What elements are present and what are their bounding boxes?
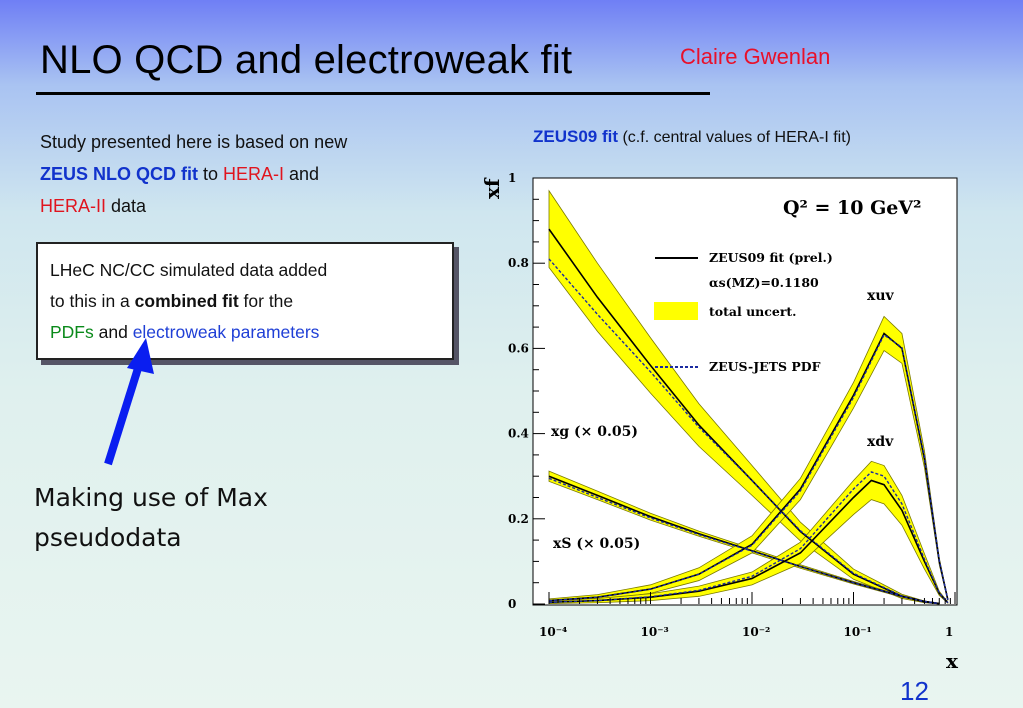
band-xuv [548,315,949,603]
band-xdv [548,460,949,605]
author-name: Claire Gwenlan [680,44,831,69]
box-line-3: PDFs and electroweak parameters [50,317,452,348]
label-xdv: xdv [867,434,894,450]
label-xuv: xuv [867,288,895,304]
intro-line-3: HERA-II data [40,190,347,222]
x-tick-label: 1 [945,625,953,639]
slide-title: NLO QCD and electroweak fit [40,38,573,82]
x-axis-label: x [946,649,959,673]
legend-uncert: total uncert. [709,304,797,319]
x-tick-label: 10⁻¹ [844,625,872,639]
intro-data: data [106,196,147,216]
box-line-2: to this in a combined fit for the [50,286,452,317]
chart-title: Q² = 10 GeV² [783,197,921,219]
legend-uncert-swatch [654,302,698,320]
box-text: to this in a [50,291,135,311]
x-tick-label: 10⁻² [742,625,770,639]
y-tick-label: 0.8 [508,256,529,270]
x-tick-label: 10⁻⁴ [539,625,567,639]
y-tick-label: 0.4 [508,427,529,441]
jets-curve-xg [548,258,940,605]
label-xg: xg (× 0.05) [551,424,638,440]
box-text: and [93,322,133,342]
caption-rest: (c.f. central values of HERA-I fit) [618,129,851,146]
zeus09-fit-label: ZEUS09 fit [533,127,619,146]
y-tick-label: 0.2 [508,512,529,526]
title-underline [36,92,710,95]
making-use-text: Making use of Max pseudodata [34,478,268,558]
pdfs-label: PDFs [50,322,94,342]
legend-alphas: αs(MZ)=0.1180 [709,275,819,290]
legend-fit: ZEUS09 fit (prel.) [709,250,833,265]
making-line-1: Making use of Max [34,483,268,512]
label-xs: xS (× 0.05) [553,536,640,552]
combined-fit-label: combined fit [134,291,239,311]
y-tick-label: 0.6 [508,341,529,355]
making-line-2: pseudodata [34,523,182,552]
intro-and: and [284,164,320,184]
x-tick-label: 10⁻³ [641,625,669,639]
intro-line-2: ZEUS NLO QCD fit to HERA-I and [40,158,347,190]
intro-text: Study presented here is based on new ZEU… [40,126,347,222]
legend-jets: ZEUS-JETS PDF [709,359,821,374]
y-axis-label: xf [480,177,504,199]
y-tick-label: 1 [508,171,516,185]
hera2-label: HERA-II [40,196,107,216]
box-text: for the [238,291,294,311]
electroweak-label: electroweak parameters [132,322,320,342]
y-tick-label: 0 [508,597,516,611]
zeus-fit-label: ZEUS NLO QCD fit [40,164,198,184]
figure-caption: ZEUS09 fit (c.f. central values of HERA-… [533,127,851,147]
intro-line-1: Study presented here is based on new [40,132,348,152]
intro-to: to [198,164,224,184]
box-line-1: LHeC NC/CC simulated data added [50,260,328,280]
hera1-label: HERA-I [223,164,285,184]
plot-frame [532,177,958,606]
callout-box: LHeC NC/CC simulated data added to this … [36,242,454,360]
jets-curve-xs [548,477,940,605]
page-number: 12 [900,676,929,706]
